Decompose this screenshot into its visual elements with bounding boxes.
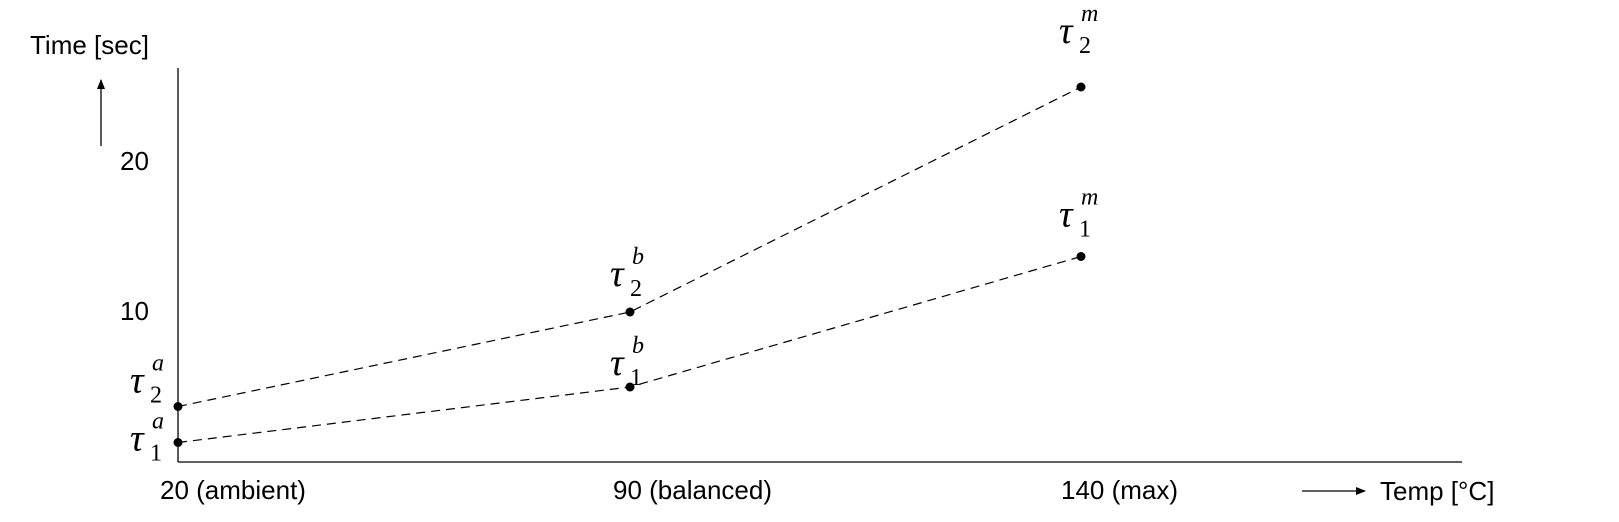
data-point <box>173 402 183 411</box>
y-axis-title: Time [sec] <box>30 30 149 60</box>
data-point <box>173 438 183 447</box>
point-label-superscript: b <box>632 244 644 270</box>
point-label: τ m 2 <box>1059 1 1098 59</box>
point-label-subscript: 1 <box>630 365 642 391</box>
point-label-superscript: b <box>632 333 644 359</box>
point-label-symbol: τ <box>1059 10 1074 52</box>
point-label-superscript: a <box>152 351 164 377</box>
x-tick-label: 20 (ambient) <box>160 475 306 505</box>
series-layer <box>173 82 1086 447</box>
point-label-symbol: τ <box>130 418 145 460</box>
data-point <box>625 382 635 392</box>
point-label-superscript: m <box>1081 1 1098 27</box>
point-label: τ a 2 <box>130 351 164 409</box>
point-label-symbol: τ <box>610 342 625 384</box>
point-label-subscript: 2 <box>1079 33 1091 59</box>
y-tick-label: 10 <box>120 296 149 326</box>
x-tick-label: 90 (balanced) <box>613 475 772 505</box>
point-label-symbol: τ <box>130 360 145 402</box>
data-point <box>1076 252 1086 261</box>
y-tick-label: 20 <box>120 146 149 176</box>
point-label: τ m 1 <box>1059 185 1098 243</box>
series-line-2 <box>177 86 1082 408</box>
label-layer: τ a1τ b1τ m1τ a2τ b2τ m2 <box>130 1 1098 467</box>
data-point <box>1076 82 1086 92</box>
point-label: τ b 1 <box>610 333 644 391</box>
point-label-superscript: a <box>152 409 164 435</box>
point-label: τ a 1 <box>130 409 164 467</box>
point-label-subscript: 2 <box>630 276 642 302</box>
data-point <box>625 307 635 317</box>
point-label-symbol: τ <box>1059 194 1074 236</box>
point-label-subscript: 1 <box>150 441 162 467</box>
point-label: τ b 2 <box>610 244 644 302</box>
x-axis-title: Temp [°C] <box>1380 476 1494 506</box>
point-label-symbol: τ <box>610 253 625 295</box>
x-tick-label: 140 (max) <box>1061 475 1178 505</box>
point-label-subscript: 2 <box>150 383 162 409</box>
point-label-superscript: m <box>1081 185 1098 211</box>
point-label-subscript: 1 <box>1079 217 1091 243</box>
